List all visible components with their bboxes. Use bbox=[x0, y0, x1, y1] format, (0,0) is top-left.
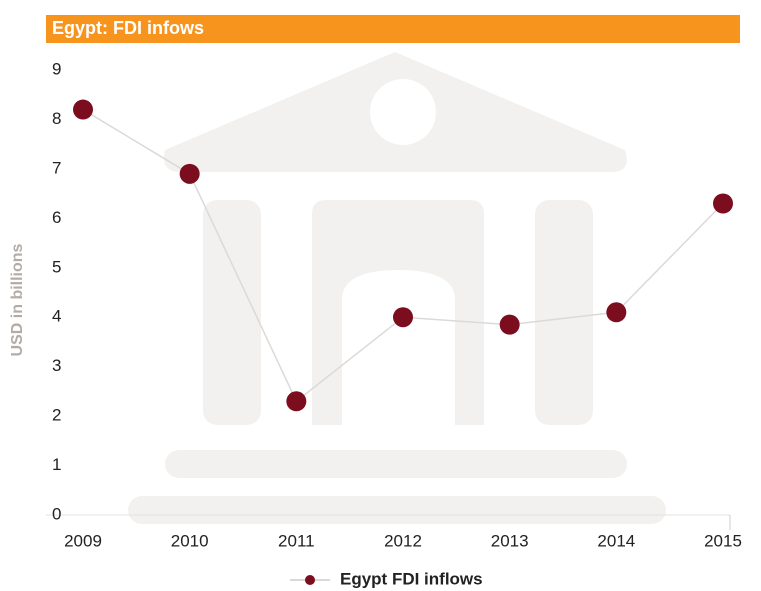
x-tick-label: 2015 bbox=[704, 531, 742, 550]
chart-title: Egypt: FDI infows bbox=[52, 18, 204, 38]
y-axis-label: USD in billions bbox=[9, 243, 26, 356]
y-tick-label: 3 bbox=[52, 356, 61, 375]
x-tick-label: 2012 bbox=[384, 531, 422, 550]
data-point bbox=[73, 99, 93, 120]
data-point bbox=[286, 391, 307, 412]
y-tick-label: 5 bbox=[52, 257, 61, 276]
y-tick-label: 2 bbox=[52, 406, 61, 425]
y-tick-label: 1 bbox=[52, 455, 61, 474]
y-tick-label: 7 bbox=[52, 158, 61, 177]
data-point bbox=[606, 302, 627, 323]
data-point bbox=[393, 307, 413, 328]
data-point bbox=[713, 193, 733, 214]
x-tick-label: 2014 bbox=[597, 531, 635, 550]
y-tick-label: 4 bbox=[52, 307, 61, 326]
background-icon bbox=[128, 52, 666, 524]
y-tick-label: 9 bbox=[52, 59, 61, 78]
y-tick-label: 8 bbox=[52, 109, 61, 128]
y-tick-label: 0 bbox=[52, 504, 61, 523]
x-tick-label: 2010 bbox=[171, 531, 209, 550]
legend-marker bbox=[305, 575, 315, 585]
x-tick-label: 2009 bbox=[64, 531, 102, 550]
data-point bbox=[179, 163, 200, 184]
y-tick-label: 6 bbox=[52, 208, 61, 227]
data-point bbox=[499, 314, 520, 335]
x-tick-label: 2011 bbox=[278, 531, 315, 550]
title-bar bbox=[46, 15, 740, 43]
legend-label: Egypt FDI inflows bbox=[340, 569, 483, 588]
x-tick-label: 2013 bbox=[491, 531, 529, 550]
